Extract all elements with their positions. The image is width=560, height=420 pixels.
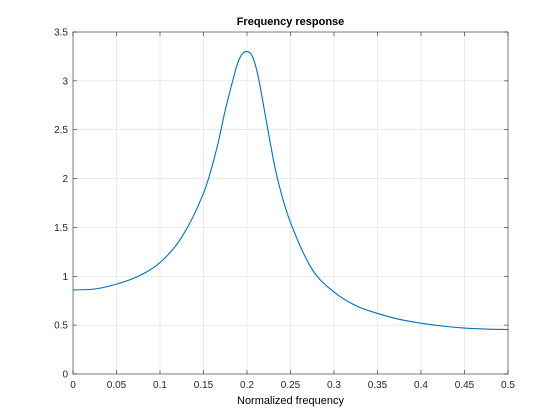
y-tick-label: 3 [62, 76, 68, 87]
y-tick-label: 2.5 [54, 125, 68, 136]
x-tick-label: 0.3 [327, 380, 341, 391]
x-axis-title: Normalized frequency [237, 395, 344, 407]
x-tick-label: 0.2 [240, 380, 254, 391]
y-tick-label: 0.5 [54, 321, 68, 332]
plot-area: 0 0.05 0.1 0.15 0.2 0.25 0.3 0.35 0.4 0.45 0.5 0 0.5… [54, 28, 515, 392]
y-tick-label: 1 [62, 272, 68, 283]
x-tick-label: 0.35 [368, 380, 388, 391]
x-tick-label: 0.4 [414, 380, 428, 391]
y-tick-label: 1.5 [54, 223, 68, 234]
x-tick-label: 0 [70, 380, 76, 391]
x-tick-label: 0.15 [194, 380, 214, 391]
x-tick-label: 0.5 [501, 380, 515, 391]
ticks: 0 0.05 0.1 0.15 0.2 0.25 0.3 0.35 0.4 0.45 0.5 0 0.5… [54, 28, 515, 392]
chart-title: Frequency response [237, 16, 345, 28]
y-tick-label: 2 [62, 174, 68, 185]
y-tick-label: 3.5 [54, 28, 68, 39]
y-tick-label: 0 [62, 370, 68, 381]
x-tick-label: 0.05 [107, 380, 127, 391]
x-tick-label: 0.45 [455, 380, 475, 391]
frequency-response-line [72, 50, 509, 331]
series-layer [72, 50, 509, 331]
grid [73, 32, 508, 374]
x-tick-label: 0.25 [281, 380, 301, 391]
x-tick-label: 0.1 [153, 380, 167, 391]
